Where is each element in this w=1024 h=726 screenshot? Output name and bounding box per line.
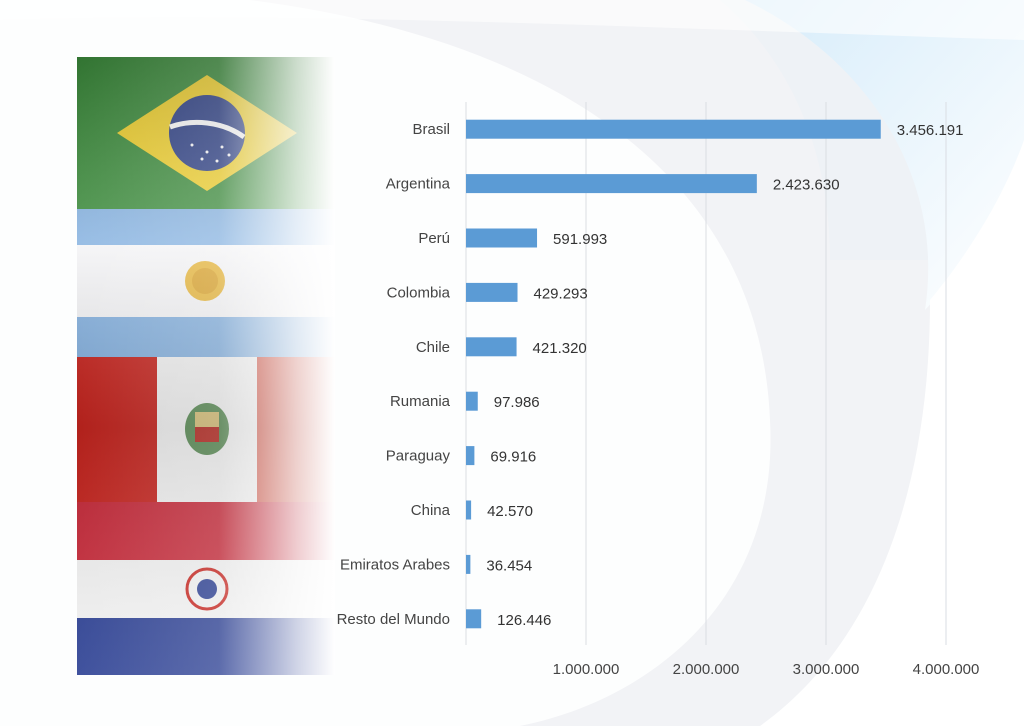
x-tick-label: 2.000.000 (673, 661, 740, 678)
bar (466, 500, 472, 520)
value-label: 429.293 (534, 285, 588, 302)
bar (466, 391, 478, 411)
category-label: Rumania (390, 393, 451, 410)
category-label: Resto del Mundo (337, 611, 450, 628)
value-label: 126.446 (497, 612, 551, 629)
value-label: 3.456.191 (897, 122, 964, 139)
category-label: Chile (416, 339, 450, 356)
category-label: Brasil (412, 121, 450, 138)
value-label: 42.570 (487, 503, 533, 520)
value-label: 421.320 (533, 340, 587, 357)
bar (466, 119, 881, 139)
category-label: China (411, 502, 451, 519)
value-label: 36.454 (486, 557, 532, 574)
bar (466, 554, 471, 574)
bar (466, 446, 475, 466)
category-label: Argentina (386, 176, 451, 193)
value-label: 69.916 (490, 449, 536, 466)
bar (466, 174, 757, 194)
value-label: 2.423.630 (773, 177, 840, 194)
x-tick-label: 3.000.000 (793, 661, 860, 678)
category-label: Emiratos Arabes (340, 556, 450, 573)
bar (466, 282, 518, 302)
bar (466, 228, 538, 248)
value-label: 591.993 (553, 231, 607, 248)
flag-collage (77, 57, 335, 675)
value-label: 97.986 (494, 394, 540, 411)
category-label: Colombia (387, 284, 451, 301)
category-label: Perú (418, 230, 450, 247)
x-tick-label: 1.000.000 (553, 661, 620, 678)
category-label: Paraguay (386, 448, 451, 465)
x-tick-label: 4.000.000 (913, 661, 980, 678)
bar (466, 609, 482, 629)
bar (466, 337, 517, 357)
